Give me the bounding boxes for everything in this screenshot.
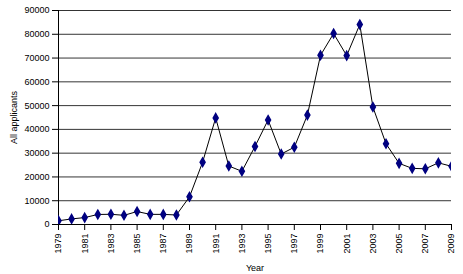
svg-text:1993: 1993 <box>237 234 247 254</box>
svg-text:2001: 2001 <box>342 234 352 254</box>
svg-text:40000: 40000 <box>24 124 49 134</box>
svg-text:1999: 1999 <box>315 234 325 254</box>
svg-text:1997: 1997 <box>289 234 299 254</box>
svg-text:2009: 2009 <box>446 234 456 254</box>
svg-text:80000: 80000 <box>24 29 49 39</box>
svg-text:60000: 60000 <box>24 77 49 87</box>
svg-text:30000: 30000 <box>24 148 49 158</box>
svg-text:90000: 90000 <box>24 5 49 15</box>
svg-text:2007: 2007 <box>420 234 430 254</box>
svg-text:20000: 20000 <box>24 172 49 182</box>
svg-text:2003: 2003 <box>368 234 378 254</box>
svg-text:2005: 2005 <box>394 234 404 254</box>
svg-text:0: 0 <box>44 219 49 229</box>
svg-text:70000: 70000 <box>24 53 49 63</box>
svg-text:Year: Year <box>246 263 264 273</box>
svg-text:1983: 1983 <box>106 234 116 254</box>
svg-text:1985: 1985 <box>132 234 142 254</box>
svg-text:1979: 1979 <box>53 234 63 254</box>
svg-text:1981: 1981 <box>80 234 90 254</box>
svg-text:1987: 1987 <box>158 234 168 254</box>
svg-text:10000: 10000 <box>24 196 49 206</box>
svg-text:1991: 1991 <box>211 234 221 254</box>
svg-text:1989: 1989 <box>184 234 194 254</box>
svg-text:All applicants: All applicants <box>9 90 19 144</box>
svg-text:1995: 1995 <box>263 234 273 254</box>
svg-text:50000: 50000 <box>24 100 49 110</box>
